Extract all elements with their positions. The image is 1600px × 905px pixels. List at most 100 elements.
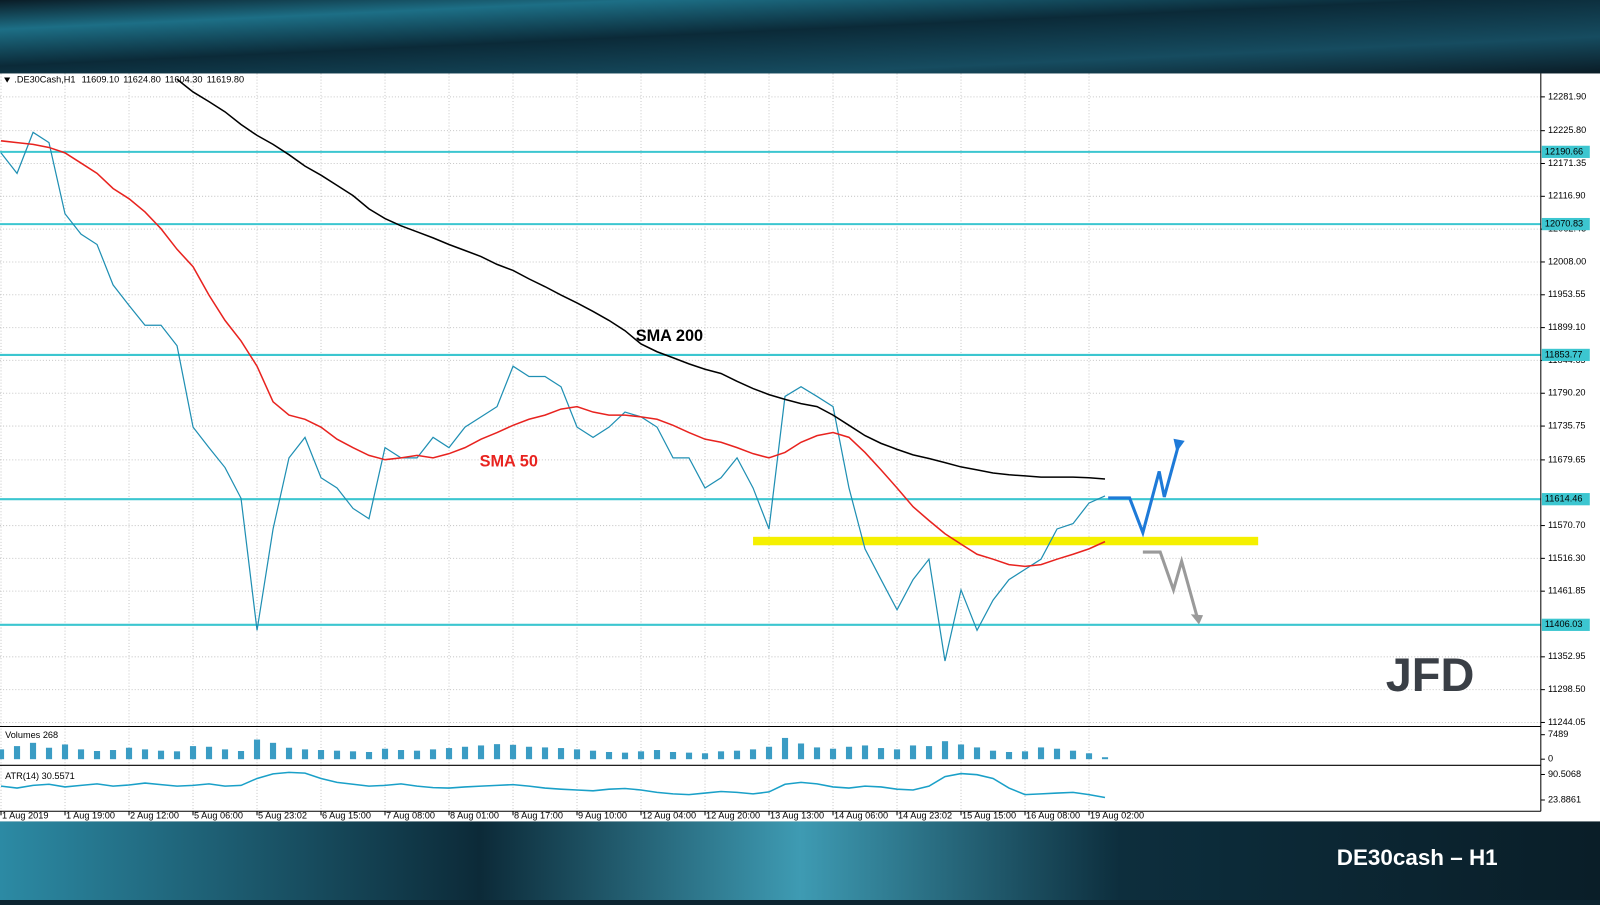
- y-tick-label: 11461.85: [1548, 586, 1586, 596]
- volume-bar: [589, 750, 597, 760]
- level-label-box: [1541, 618, 1590, 631]
- sma-200-label: SMA 200: [636, 327, 703, 345]
- volume-bar: [637, 751, 645, 760]
- volume-bar: [749, 749, 757, 760]
- volume-bar: [237, 751, 245, 760]
- x-tick-label: 15 Aug 15:00: [962, 811, 1016, 821]
- y-tick-label: 12116.90: [1548, 191, 1586, 201]
- y-tick-label: 12008.00: [1548, 256, 1586, 266]
- y-tick-label: 11244.05: [1548, 717, 1586, 727]
- volume-bar: [461, 746, 469, 760]
- symbol: .DE30Cash,H1: [14, 75, 75, 85]
- line: [0, 771, 1106, 799]
- x-tick-label: 6 Aug 15:00: [322, 811, 371, 821]
- volume-bar: [877, 748, 885, 760]
- volume-bar: [173, 751, 181, 760]
- volume-bar: [1101, 757, 1109, 760]
- x-tick-label: 5 Aug 23:02: [258, 811, 307, 821]
- bottom-background: [0, 821, 1600, 900]
- x-tick-label: 5 Aug 06:00: [194, 811, 243, 821]
- volume-bar: [861, 745, 869, 760]
- volume-bar: [445, 748, 453, 760]
- volume-bar: [13, 746, 21, 760]
- logo: JFD: [1386, 649, 1475, 701]
- open: 11609.10: [82, 75, 120, 85]
- volume-bar: [397, 750, 405, 760]
- top-background: [0, 0, 1600, 74]
- volume-bar: [477, 745, 485, 760]
- volume-bar: [221, 749, 229, 760]
- volume-bar: [365, 751, 373, 760]
- x-tick-label: 8 Aug 01:00: [450, 811, 499, 821]
- level-label: 11406.03: [1545, 619, 1583, 629]
- volume-bar: [973, 747, 981, 760]
- x-tick-label: 13 Aug 13:00: [770, 811, 824, 821]
- volume-bar: [717, 751, 725, 760]
- x-tick-label: 2 Aug 12:00: [130, 811, 179, 821]
- volume-bar: [157, 750, 165, 760]
- volume-bar: [1085, 753, 1093, 760]
- volume-bar: [1053, 748, 1061, 760]
- volume-bar: [125, 747, 133, 760]
- volume-bar: [765, 746, 773, 760]
- volume-bar: [301, 749, 309, 760]
- volume-bar: [781, 737, 789, 760]
- x-tick-label: 19 Aug 02:00: [1090, 811, 1144, 821]
- volume-bar: [189, 746, 197, 760]
- bullish-scenario: [1108, 444, 1181, 538]
- y-tick-label: 12171.35: [1548, 158, 1586, 168]
- volume-bar: [109, 750, 117, 760]
- x-tick-label: 14 Aug 06:00: [834, 811, 888, 821]
- y-tick-label: 11790.20: [1548, 388, 1586, 398]
- footer-title: DE30cash – H1: [1337, 845, 1498, 870]
- volume-bar: [253, 739, 261, 760]
- close: 11619.80: [207, 75, 245, 85]
- level-label-box: [1541, 348, 1590, 362]
- level-label: 11614.46: [1545, 494, 1583, 504]
- x-tick-label: 8 Aug 17:00: [514, 811, 563, 821]
- y-tick-label: 11953.55: [1548, 289, 1586, 299]
- volume-bar: [701, 753, 709, 760]
- volume-bar: [349, 751, 357, 760]
- volume-bar: [733, 750, 741, 760]
- volume-bar: [669, 751, 677, 760]
- volume-bar: [1005, 751, 1013, 760]
- volume-bar: [925, 746, 933, 760]
- volume-bar: [653, 750, 661, 760]
- x-tick-label: 1 Aug 19:00: [66, 811, 115, 821]
- volume-bar: [0, 749, 5, 760]
- y-tick-label: 11570.70: [1548, 520, 1586, 530]
- volume-bar: [941, 741, 949, 760]
- y-tick-label: 11352.95: [1548, 651, 1586, 661]
- volume-bar: [1021, 751, 1029, 760]
- low: 11604.30: [165, 75, 203, 85]
- volume-bar: [269, 742, 277, 760]
- x-tick-label: 7 Aug 08:00: [386, 811, 435, 821]
- volume-bar: [1069, 750, 1077, 760]
- y-tick-label: 7489: [1548, 729, 1568, 739]
- volume-bar: [93, 751, 101, 760]
- volume-bar: [141, 749, 149, 760]
- level-label-box: [1541, 145, 1590, 158]
- volume-bar: [893, 749, 901, 760]
- volume-bar: [1037, 747, 1045, 760]
- y-tick-label: 11679.65: [1548, 454, 1586, 464]
- line: [0, 140, 1106, 568]
- line: [176, 78, 1106, 480]
- volume-bar: [573, 749, 581, 760]
- menu-triangle[interactable]: [4, 77, 11, 83]
- volume-bar: [541, 747, 549, 760]
- bearish-scenario: [1142, 550, 1199, 617]
- atr-title: ATR(14) 30.5571: [5, 771, 75, 781]
- volume-bar: [797, 743, 805, 760]
- volume-bar: [957, 744, 965, 760]
- y-tick-label: 12281.90: [1548, 91, 1586, 101]
- volume-bar: [205, 746, 213, 760]
- x-tick-label: 16 Aug 08:00: [1026, 811, 1080, 821]
- bullish-arrowhead: [1173, 438, 1185, 453]
- level-label: 12070.83: [1545, 219, 1583, 229]
- volume-bar: [909, 745, 917, 760]
- x-tick-label: 1 Aug 2019: [2, 811, 48, 821]
- level-label-box: [1541, 493, 1590, 506]
